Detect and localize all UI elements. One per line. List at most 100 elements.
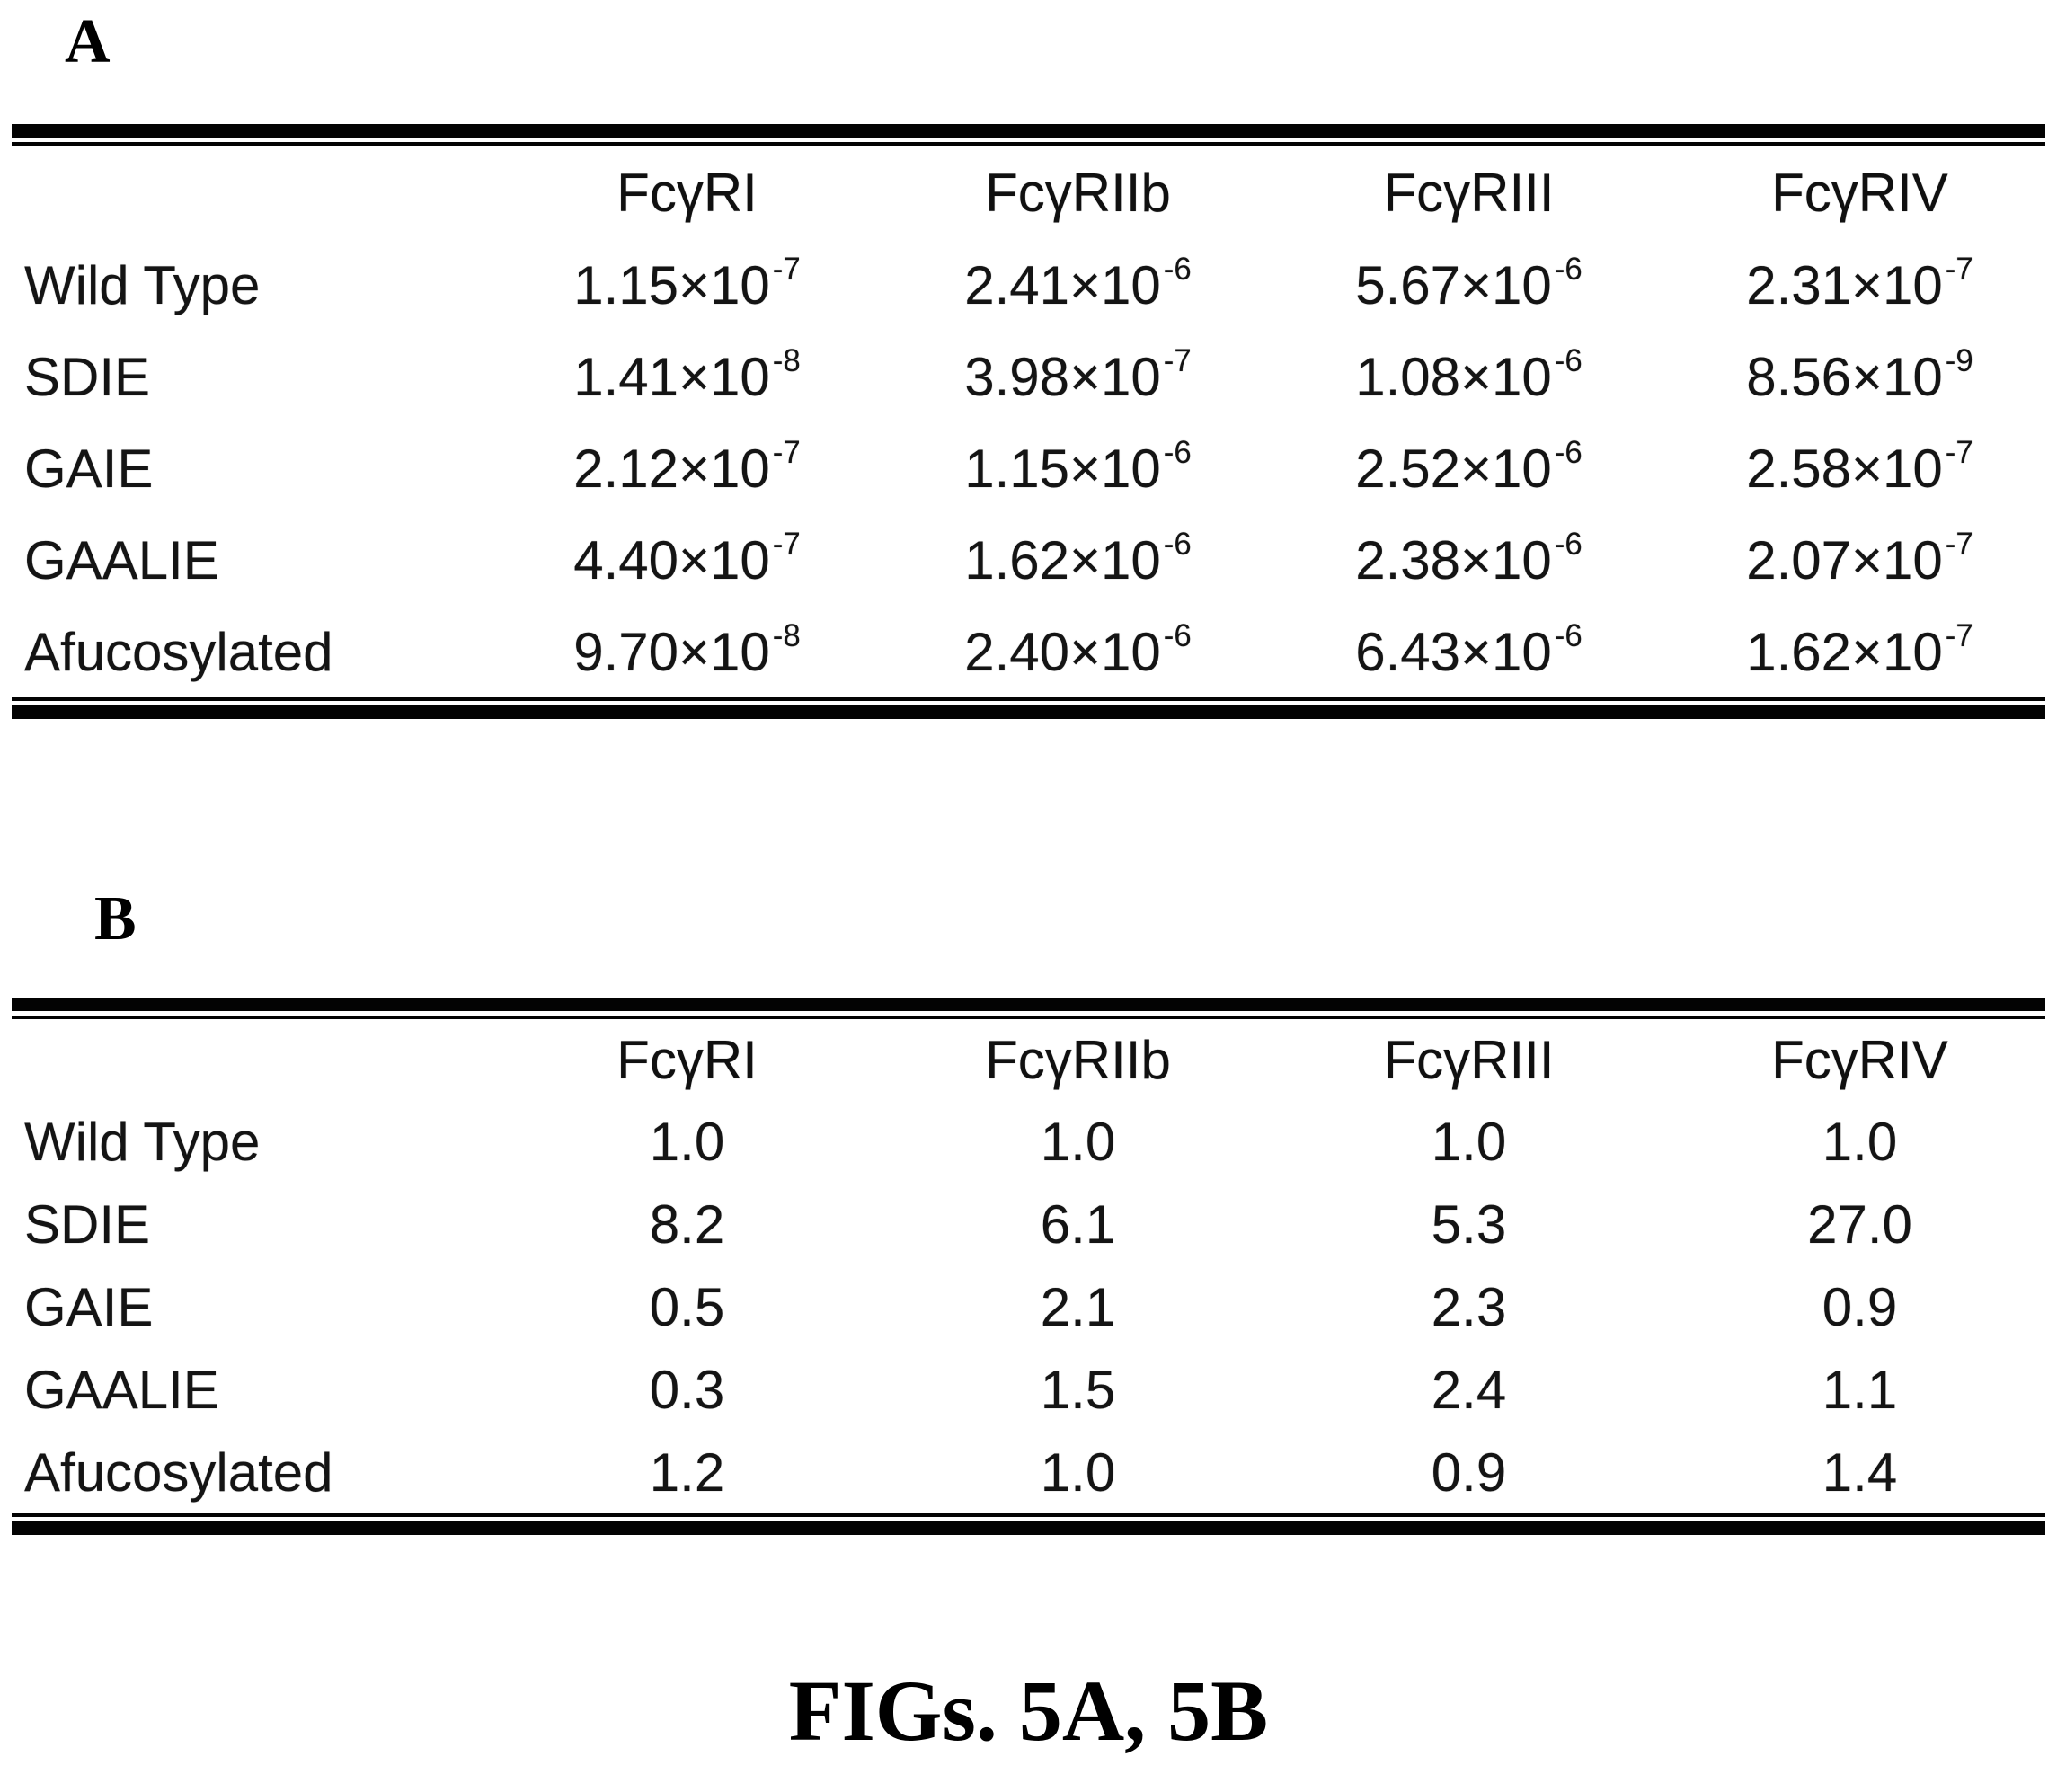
exponent: -7: [772, 435, 801, 471]
exponent: -6: [1554, 252, 1583, 288]
row-label: Afucosylated: [24, 1442, 333, 1503]
bottom-rule-thick: [12, 1521, 2045, 1535]
table-cell: 2.1: [1040, 1276, 1116, 1337]
column-header: FcγRIIb: [985, 1029, 1171, 1090]
row-label: SDIE: [24, 346, 151, 407]
table-cell: 1.62×10-6: [964, 527, 1192, 590]
table-cell: 1.0: [1822, 1111, 1898, 1172]
table-row: GAIE 2.12×10-7 1.15×10-6 2.52×10-6 2.58×10-7: [12, 422, 2045, 514]
table-b-bottom-border: [12, 1513, 2045, 1535]
table-cell: 5.67×10-6: [1355, 252, 1583, 315]
top-rule-thin: [12, 142, 2045, 146]
table-cell: 2.40×10-6: [964, 618, 1192, 682]
column-header: FcγRIII: [1383, 162, 1555, 223]
table-cell: 1.15×10-7: [573, 252, 801, 315]
exponent: -7: [772, 527, 801, 563]
table-b-grid: FcγRI FcγRIIb FcγRIII FcγRIV Wild Type 1.0 1.0…: [12, 1019, 2045, 1513]
table-a-bottom-border: [12, 697, 2045, 719]
table-cell: 0.3: [649, 1359, 725, 1420]
exponent: -6: [1163, 435, 1192, 471]
table-cell: 1.0: [1040, 1111, 1116, 1172]
table-cell: 1.0: [1431, 1111, 1507, 1172]
top-rule-thin: [12, 1016, 2045, 1019]
row-label: GAIE: [24, 438, 154, 499]
table-row: SDIE 1.41×10-8 3.98×10-7 1.08×10-6 8.56×10-9: [12, 331, 2045, 422]
table-cell: 27.0: [1807, 1193, 1912, 1255]
table-b-top-border: [12, 998, 2045, 1019]
table-cell: 1.5: [1040, 1359, 1116, 1420]
exponent: -6: [1163, 252, 1192, 288]
table-cell: 1.62×10-7: [1746, 618, 1973, 682]
table-cell: 2.12×10-7: [573, 435, 801, 499]
top-rule-thick: [12, 124, 2045, 138]
table-cell: 2.38×10-6: [1355, 527, 1583, 590]
figure-caption: FIGs. 5A, 5B: [788, 1663, 1269, 1759]
table-a-grid: FcγRI FcγRIIb FcγRIII FcγRIV Wild Type 1.15×1…: [12, 146, 2045, 697]
table-cell: 1.41×10-8: [573, 343, 801, 407]
table-cell: 1.2: [649, 1442, 725, 1503]
table-row: Afucosylated 1.2 1.0 0.9 1.4: [12, 1431, 2045, 1513]
exponent: -7: [1945, 252, 1973, 288]
exponent: -7: [1945, 435, 1973, 471]
table-cell: 1.08×10-6: [1355, 343, 1583, 407]
table-cell: 6.43×10-6: [1355, 618, 1583, 682]
table-a-top-border: [12, 124, 2045, 146]
table-cell: 1.4: [1822, 1442, 1898, 1503]
panel-b-label: B: [94, 884, 137, 954]
row-label: Afucosylated: [24, 621, 333, 682]
exponent: -6: [1554, 618, 1583, 654]
exponent: -7: [772, 252, 801, 288]
table-cell: 3.98×10-7: [964, 343, 1192, 407]
table-cell: 2.4: [1431, 1359, 1507, 1420]
table-row: GAIE 0.5 2.1 2.3 0.9: [12, 1265, 2045, 1348]
panel-a-label: A: [65, 7, 111, 76]
column-header: FcγRIV: [1771, 1029, 1948, 1090]
table-header-row: FcγRI FcγRIIb FcγRIII FcγRIV: [12, 146, 2045, 239]
table-cell: 8.2: [649, 1193, 725, 1255]
table-cell: 2.58×10-7: [1746, 435, 1973, 499]
table-cell: 5.3: [1431, 1193, 1507, 1255]
table-cell: 6.1: [1040, 1193, 1116, 1255]
row-label: GAALIE: [24, 1359, 219, 1420]
column-header: FcγRI: [616, 162, 758, 223]
exponent: -6: [1163, 618, 1192, 654]
table-b: FcγRI FcγRIIb FcγRIII FcγRIV Wild Type 1.0 1.0…: [12, 998, 2045, 1535]
table-cell: 1.0: [649, 1111, 725, 1172]
exponent: -8: [772, 618, 801, 654]
bottom-rule-thin: [12, 697, 2045, 701]
table-row: GAALIE 4.40×10-7 1.62×10-6 2.38×10-6 2.07×10…: [12, 514, 2045, 606]
table-row: GAALIE 0.3 1.5 2.4 1.1: [12, 1348, 2045, 1431]
table-cell: 8.56×10-9: [1746, 343, 1973, 407]
bottom-rule-thick: [12, 705, 2045, 719]
table-a: FcγRI FcγRIIb FcγRIII FcγRIV Wild Type 1.15×1…: [12, 124, 2045, 719]
exponent: -6: [1554, 527, 1583, 563]
table-cell: 4.40×10-7: [573, 527, 801, 590]
exponent: -8: [772, 343, 801, 379]
table-cell: 0.5: [649, 1276, 725, 1337]
table-cell: 2.41×10-6: [964, 252, 1192, 315]
row-label: Wild Type: [24, 254, 261, 315]
table-cell: 9.70×10-8: [573, 618, 801, 682]
row-label: GAALIE: [24, 529, 219, 590]
exponent: -7: [1945, 618, 1973, 654]
bottom-rule-thin: [12, 1513, 2045, 1517]
table-header-row: FcγRI FcγRIIb FcγRIII FcγRIV: [12, 1019, 2045, 1100]
table-cell: 2.07×10-7: [1746, 527, 1973, 590]
table-cell: 2.52×10-6: [1355, 435, 1583, 499]
table-row: SDIE 8.2 6.1 5.3 27.0: [12, 1183, 2045, 1265]
column-header: FcγRIII: [1383, 1029, 1555, 1090]
table-row: Wild Type 1.0 1.0 1.0 1.0: [12, 1100, 2045, 1183]
column-header: FcγRI: [616, 1029, 758, 1090]
row-label: SDIE: [24, 1193, 151, 1255]
table-cell: 1.1: [1822, 1359, 1898, 1420]
table-cell: 1.0: [1040, 1442, 1116, 1503]
exponent: -9: [1945, 343, 1973, 379]
exponent: -6: [1554, 343, 1583, 379]
column-header: FcγRIIb: [985, 162, 1171, 223]
exponent: -7: [1163, 343, 1192, 379]
table-row: Wild Type 1.15×10-7 2.41×10-6 5.67×10-6 2.31…: [12, 239, 2045, 331]
table-row: Afucosylated 9.70×10-8 2.40×10-6 6.43×10-6 1…: [12, 606, 2045, 697]
table-cell: 0.9: [1822, 1276, 1898, 1337]
exponent: -7: [1945, 527, 1973, 563]
